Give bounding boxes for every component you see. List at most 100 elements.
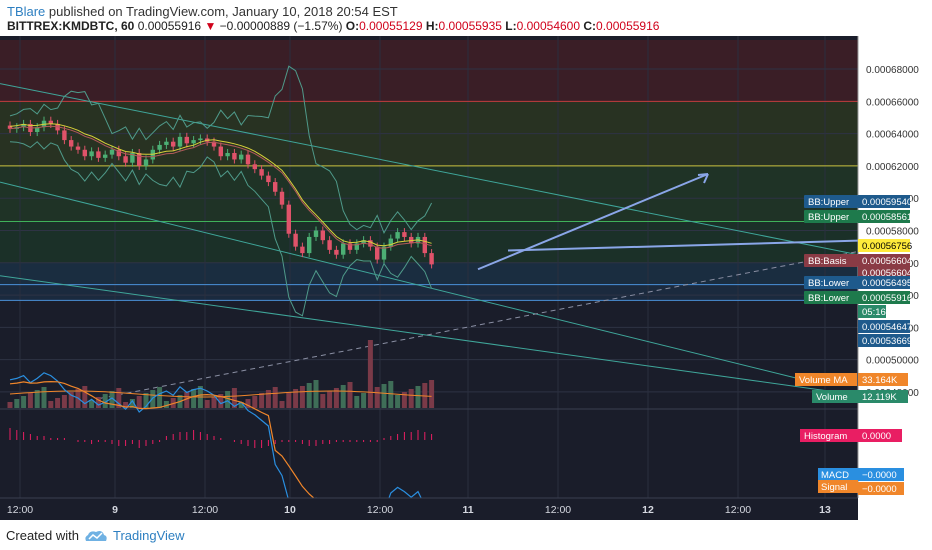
bb-basis-line [9, 125, 432, 249]
x-tick-label: 11 [462, 504, 473, 516]
candle [341, 243, 346, 255]
bb-lower-line [9, 141, 433, 317]
price-change: −0.00000889 (−1.57%) [219, 19, 343, 33]
volume-bar [61, 395, 67, 408]
candle [300, 246, 305, 254]
y-tick-label: 0.00064000 [866, 130, 919, 141]
candle [293, 233, 298, 247]
trendline [0, 275, 859, 396]
author-link[interactable]: TBlare [7, 4, 46, 19]
published-text: published on TradingView.com, January 10… [48, 4, 398, 19]
volume-ma-label: Volume MA [799, 375, 848, 386]
candle [320, 230, 325, 241]
indicator-tag [804, 210, 858, 223]
indicator-tag [804, 276, 858, 289]
y-tick-label: 0.00058000 [866, 226, 919, 237]
x-tick-label: 12:00 [7, 504, 33, 516]
volume-bar [327, 391, 333, 408]
volume-bar [55, 398, 61, 408]
price-tag [858, 254, 910, 267]
time-axis [0, 498, 858, 520]
candle [361, 240, 366, 244]
volume-ma-tag [795, 373, 857, 386]
trendline [0, 181, 801, 380]
candle [116, 149, 121, 157]
signal-value: −0.0000 [862, 484, 897, 495]
price-zone [0, 262, 858, 285]
x-tick-label: 12 [642, 504, 654, 516]
created-with-text: Created with [6, 528, 79, 543]
candle [96, 151, 101, 158]
high-label: H: [425, 19, 439, 33]
volume-bar [374, 387, 380, 408]
candle [191, 140, 196, 144]
indicator-tag [804, 254, 858, 267]
candle [273, 182, 278, 192]
candle [130, 153, 135, 163]
symbol-label: BITTREX:KMDBTC, 60 [7, 19, 135, 33]
x-tick-label: 12:00 [192, 504, 218, 516]
histogram-value: 0.0000 [862, 431, 891, 442]
indicator-tag-label: BB:Upper [808, 212, 849, 223]
candle [395, 232, 400, 239]
price-tag [858, 291, 910, 304]
y-tick-label: 0.00062000 [866, 162, 919, 173]
candle [402, 232, 407, 237]
candle [381, 246, 387, 260]
candle [211, 141, 217, 147]
down-arrow-icon: ▼ [204, 19, 217, 33]
volume-value-tag [858, 390, 908, 403]
candle [266, 175, 271, 183]
candle [7, 125, 13, 129]
volume-bar [218, 394, 224, 408]
arrow-head-icon [697, 172, 709, 184]
candle [171, 141, 176, 147]
candle [354, 243, 359, 250]
y-tick-label: 0.00050000 [866, 356, 919, 367]
indicator-tag-label: BB:Upper [808, 197, 849, 208]
candle [245, 154, 251, 165]
volume-bar [320, 394, 326, 408]
tradingview-brand-link[interactable]: TradingView [113, 528, 185, 543]
volume-bar [361, 393, 367, 408]
price-tag-value: 0.00059540 [862, 197, 912, 208]
volume-bar [211, 397, 217, 408]
x-tick-label: 13 [819, 504, 831, 516]
chart-header: TBlare published on TradingView.com, Jan… [0, 0, 932, 36]
candle [164, 141, 169, 145]
indicator-tag-label: BB:Lower [808, 278, 849, 289]
price-tag [858, 239, 910, 252]
volume-bar [293, 389, 299, 408]
candle [103, 154, 108, 158]
volume-bar [123, 402, 129, 408]
candle [327, 240, 332, 250]
volume-bar [191, 389, 197, 408]
price-zone [0, 40, 858, 102]
volume-bar [89, 400, 95, 408]
price-tag [858, 276, 910, 289]
indicator-tag-label: BB:Lower [808, 293, 849, 304]
volume-bar [238, 402, 244, 408]
volume-bar [333, 388, 339, 408]
candle [109, 149, 115, 155]
x-tick-label: 12:00 [545, 504, 571, 516]
volume-bar [163, 401, 169, 408]
chart-area[interactable]: 0.00068000 0.00066000 0.00064000 0.00062000… [0, 36, 932, 520]
price-tag-value: 0.00058561 [862, 212, 912, 223]
volume-bar [14, 399, 20, 408]
volume-bar [347, 382, 353, 408]
volume-bar [34, 390, 40, 408]
macd-value: −0.0000 [862, 470, 897, 481]
volume-bar [245, 399, 251, 408]
volume-bar [82, 386, 88, 408]
volume-bar [415, 386, 421, 408]
signal-value-tag [858, 482, 904, 495]
price-tag-value: 0.00056604 [862, 256, 912, 267]
candle [157, 144, 162, 150]
price-tag [858, 320, 910, 333]
tradingview-cloud-icon [85, 531, 107, 541]
volume-bar [21, 396, 27, 408]
volume-bar [150, 390, 156, 408]
candle [21, 123, 26, 128]
candle [279, 191, 285, 205]
